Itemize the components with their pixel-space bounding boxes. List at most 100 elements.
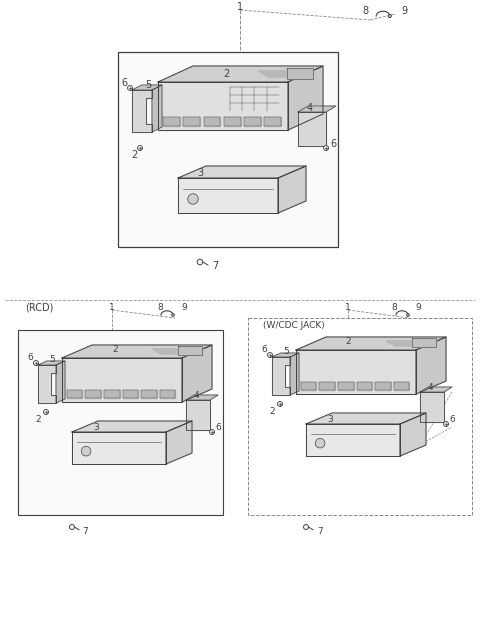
Polygon shape (301, 382, 316, 391)
Polygon shape (56, 361, 65, 403)
Polygon shape (204, 116, 220, 126)
Bar (248, 318, 472, 515)
Text: (W/CDC JACK): (W/CDC JACK) (263, 321, 325, 331)
Polygon shape (420, 392, 444, 422)
Text: 6: 6 (27, 353, 33, 363)
Text: 1: 1 (109, 303, 115, 311)
Bar (118, 52, 338, 247)
Text: 6: 6 (330, 139, 336, 149)
Text: 9: 9 (415, 303, 421, 313)
Polygon shape (400, 413, 426, 456)
Text: 6: 6 (215, 423, 221, 431)
Polygon shape (278, 166, 306, 213)
Text: 4: 4 (193, 391, 199, 400)
Text: 9: 9 (401, 6, 407, 16)
Polygon shape (62, 358, 182, 402)
Bar (203, 193, 263, 205)
Text: 3: 3 (93, 423, 99, 433)
Text: 2: 2 (35, 415, 41, 425)
Polygon shape (72, 432, 166, 464)
Circle shape (407, 314, 409, 316)
Polygon shape (178, 178, 278, 213)
Circle shape (34, 360, 38, 365)
Polygon shape (264, 116, 281, 126)
Circle shape (388, 14, 391, 17)
Polygon shape (306, 413, 426, 424)
Circle shape (44, 410, 48, 415)
Polygon shape (298, 112, 326, 146)
Circle shape (81, 446, 91, 456)
Polygon shape (186, 395, 218, 400)
Text: 5: 5 (283, 347, 289, 357)
Text: 2: 2 (223, 69, 229, 79)
Polygon shape (420, 387, 452, 392)
Polygon shape (182, 345, 212, 402)
Text: 8: 8 (157, 303, 163, 311)
Circle shape (267, 352, 273, 358)
Text: 6: 6 (449, 415, 455, 423)
Polygon shape (298, 106, 336, 112)
Bar (18, 330, 223, 515)
Bar (329, 438, 386, 449)
Text: 2: 2 (112, 345, 118, 355)
Polygon shape (375, 382, 391, 391)
Bar (96, 446, 152, 457)
Polygon shape (296, 337, 446, 350)
Text: 4: 4 (427, 384, 433, 392)
Circle shape (172, 314, 174, 316)
Polygon shape (38, 365, 56, 403)
Polygon shape (152, 85, 162, 132)
Polygon shape (416, 337, 446, 394)
Text: 2: 2 (131, 150, 137, 160)
Circle shape (188, 194, 198, 204)
Text: 8: 8 (362, 6, 368, 16)
Polygon shape (132, 90, 152, 132)
Polygon shape (104, 390, 120, 399)
Polygon shape (85, 390, 101, 399)
Text: 1: 1 (345, 303, 351, 311)
Polygon shape (338, 382, 354, 391)
Text: 7: 7 (212, 261, 218, 271)
Polygon shape (141, 390, 157, 399)
Polygon shape (186, 400, 210, 430)
Polygon shape (67, 390, 83, 399)
Polygon shape (288, 66, 323, 130)
Polygon shape (178, 166, 306, 178)
Text: 5: 5 (49, 355, 55, 365)
Polygon shape (152, 349, 191, 354)
Polygon shape (386, 341, 425, 346)
Circle shape (128, 85, 132, 90)
Polygon shape (357, 382, 372, 391)
Text: 6: 6 (261, 345, 267, 355)
Text: 9: 9 (181, 303, 187, 313)
Bar (422, 397, 442, 417)
Text: 2: 2 (269, 407, 275, 417)
Polygon shape (160, 390, 175, 399)
Circle shape (277, 402, 283, 407)
Polygon shape (412, 339, 436, 347)
Polygon shape (258, 71, 301, 77)
Text: 7: 7 (317, 527, 323, 535)
Text: 1: 1 (237, 2, 243, 12)
Text: 6: 6 (121, 78, 127, 88)
Polygon shape (72, 421, 192, 432)
Polygon shape (272, 357, 290, 395)
Polygon shape (306, 424, 400, 456)
Polygon shape (244, 116, 261, 126)
Text: 3: 3 (327, 415, 333, 425)
Polygon shape (158, 82, 288, 130)
Circle shape (137, 145, 143, 150)
Text: 3: 3 (197, 168, 203, 178)
Polygon shape (166, 421, 192, 464)
Text: 8: 8 (391, 303, 397, 311)
Bar (229, 87, 279, 111)
Polygon shape (62, 345, 212, 358)
Polygon shape (122, 390, 138, 399)
Bar (163, 93, 213, 119)
Polygon shape (287, 67, 312, 79)
Polygon shape (290, 353, 299, 395)
Polygon shape (38, 361, 65, 365)
Circle shape (315, 438, 325, 448)
Text: 7: 7 (82, 527, 88, 535)
Bar (67, 368, 112, 392)
